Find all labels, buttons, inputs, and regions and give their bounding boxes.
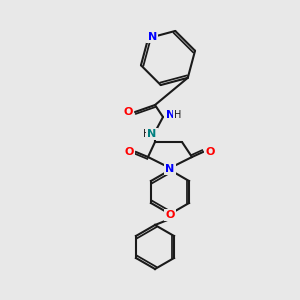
Text: H: H [143, 129, 151, 139]
Text: N: N [147, 129, 157, 139]
Text: O: O [165, 210, 175, 220]
Text: N: N [165, 164, 175, 174]
Text: N: N [167, 110, 176, 120]
Text: O: O [123, 107, 133, 117]
Text: H: H [174, 110, 182, 120]
Text: N: N [148, 32, 157, 42]
Text: O: O [205, 147, 215, 157]
Text: O: O [124, 147, 134, 157]
